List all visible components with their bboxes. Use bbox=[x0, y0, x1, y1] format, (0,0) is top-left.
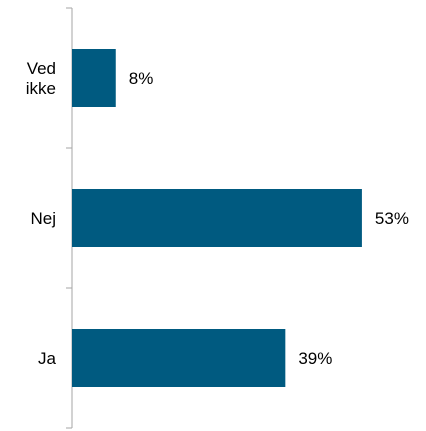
labels-layer: 8% Ved ikke 53% Nej 39% Ja bbox=[26, 59, 409, 368]
category-tick-label: Ja bbox=[38, 349, 57, 368]
axis-layer bbox=[66, 7, 73, 429]
data-label: 39% bbox=[298, 349, 332, 368]
bar-ja bbox=[72, 329, 286, 387]
bar-ved-ikke bbox=[72, 49, 116, 107]
category-tick-label-line: Ved bbox=[27, 59, 56, 78]
data-label: 8% bbox=[129, 69, 154, 88]
category-tick-label-line: ikke bbox=[26, 79, 56, 98]
category-tick-label: Nej bbox=[30, 209, 56, 228]
data-label: 53% bbox=[375, 209, 409, 228]
category-tick-label: Ved ikke bbox=[26, 59, 56, 98]
category-tick-label-line: Ja bbox=[38, 349, 57, 368]
category-tick-label-line: Nej bbox=[30, 209, 56, 228]
bars-layer bbox=[72, 49, 362, 387]
bar-nej bbox=[72, 189, 362, 247]
